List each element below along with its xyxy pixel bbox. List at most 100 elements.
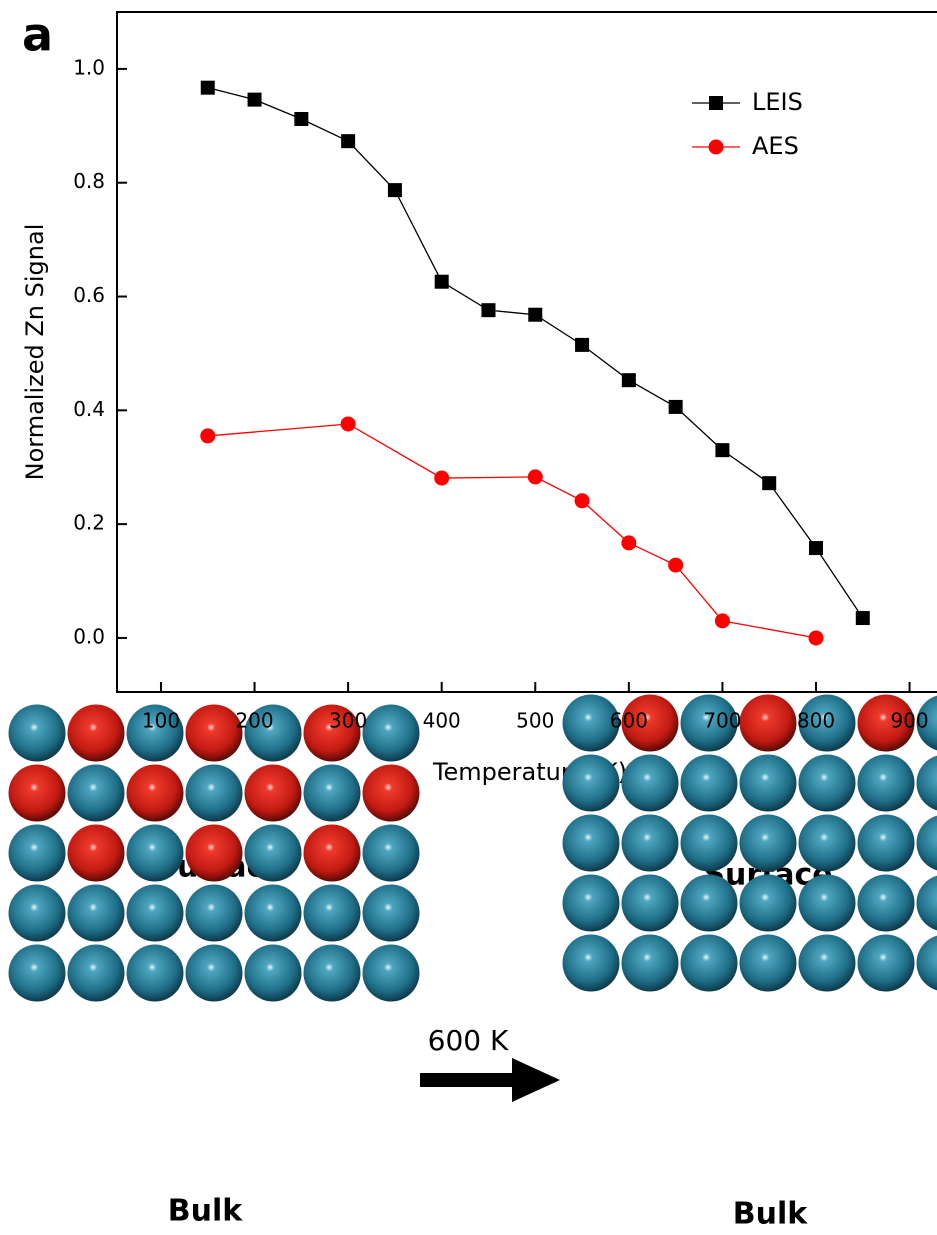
- host-atom: [8, 944, 66, 1002]
- host-atom: [680, 754, 738, 812]
- zn-atom: [739, 694, 797, 752]
- y-tick-label: 0.0: [73, 624, 105, 648]
- host-atom: [303, 764, 361, 822]
- host-atom: [126, 944, 184, 1002]
- data-point: [575, 337, 590, 352]
- y-tick-label: 0.6: [73, 283, 105, 307]
- host-atom: [916, 815, 937, 871]
- zn-atom: [185, 824, 243, 882]
- host-atom: [362, 824, 420, 882]
- zn-atom: [857, 694, 915, 752]
- host-atom: [680, 934, 738, 992]
- arrow-label: 600 K: [428, 1024, 509, 1057]
- host-atom: [739, 934, 797, 992]
- data-point: [434, 274, 449, 289]
- data-point: [668, 399, 683, 414]
- zn-atom: [126, 764, 184, 822]
- x-tick-label: 500: [516, 709, 554, 733]
- zn-atom: [303, 704, 361, 762]
- host-atom: [244, 944, 302, 1002]
- host-atom: [739, 754, 797, 812]
- host-atom: [8, 704, 66, 762]
- host-atom: [621, 754, 679, 812]
- host-atom: [303, 884, 361, 942]
- host-atom: [562, 874, 620, 932]
- data-point: [528, 307, 543, 322]
- host-atom: [621, 874, 679, 932]
- host-atom: [185, 764, 243, 822]
- host-atom: [916, 695, 937, 751]
- host-atom: [857, 874, 915, 932]
- legend-label: AES: [752, 132, 799, 160]
- plot-frame: [116, 11, 937, 693]
- host-atom: [8, 884, 66, 942]
- host-atom: [680, 874, 738, 932]
- x-tick-label: 200: [235, 709, 273, 733]
- host-atom: [562, 814, 620, 872]
- zn-atom: [185, 704, 243, 762]
- host-atom: [798, 814, 856, 872]
- data-point: [808, 541, 823, 556]
- data-point: [762, 476, 777, 491]
- host-atom: [126, 704, 184, 762]
- host-atom: [244, 824, 302, 882]
- y-tick-label: 1.0: [73, 55, 105, 79]
- zn-atom: [303, 824, 361, 882]
- host-atom: [680, 694, 738, 752]
- host-atom: [680, 814, 738, 872]
- data-point: [808, 630, 824, 646]
- host-atom: [798, 874, 856, 932]
- zn-atom: [8, 764, 66, 822]
- atom-grid: [8, 694, 937, 1002]
- zn-atom: [362, 764, 420, 822]
- host-atom: [362, 704, 420, 762]
- host-atom: [916, 875, 937, 931]
- bulk-label: Bulk: [168, 1194, 244, 1229]
- host-atom: [739, 874, 797, 932]
- host-atom: [798, 694, 856, 752]
- x-tick-label: 800: [797, 709, 835, 733]
- host-atom: [621, 814, 679, 872]
- host-atom: [67, 764, 125, 822]
- data-point: [621, 535, 637, 551]
- data-point: [855, 611, 870, 626]
- data-point: [294, 111, 309, 126]
- data-point: [715, 443, 730, 458]
- x-tick-label: 600: [610, 709, 648, 733]
- data-point: [434, 470, 450, 486]
- data-point: [481, 303, 496, 318]
- host-atom: [798, 934, 856, 992]
- legend-marker: [708, 139, 724, 155]
- x-tick-label: 900: [890, 709, 928, 733]
- data-point: [340, 416, 356, 432]
- host-atom: [244, 884, 302, 942]
- host-atom: [8, 824, 66, 882]
- host-atom: [857, 934, 915, 992]
- host-atom: [916, 755, 937, 811]
- host-atom: [362, 884, 420, 942]
- y-axis-title: Normalized Zn Signal: [21, 224, 49, 481]
- host-atom: [916, 935, 937, 991]
- host-atom: [798, 754, 856, 812]
- zn-atom: [67, 824, 125, 882]
- zn-atom: [244, 764, 302, 822]
- legend-marker: [709, 96, 723, 110]
- host-atom: [126, 824, 184, 882]
- data-point: [574, 493, 590, 509]
- data-point: [621, 373, 636, 388]
- data-point: [200, 80, 215, 95]
- x-tick-label: 100: [142, 709, 180, 733]
- data-point: [387, 183, 402, 198]
- host-atom: [67, 884, 125, 942]
- host-atom: [562, 754, 620, 812]
- host-atom: [126, 884, 184, 942]
- host-atom: [621, 934, 679, 992]
- zn-atom: [621, 694, 679, 752]
- host-atom: [67, 944, 125, 1002]
- host-atom: [303, 944, 361, 1002]
- x-tick-label: 700: [703, 709, 741, 733]
- data-point: [341, 134, 356, 149]
- host-atom: [562, 934, 620, 992]
- y-tick-label: 0.8: [73, 169, 105, 193]
